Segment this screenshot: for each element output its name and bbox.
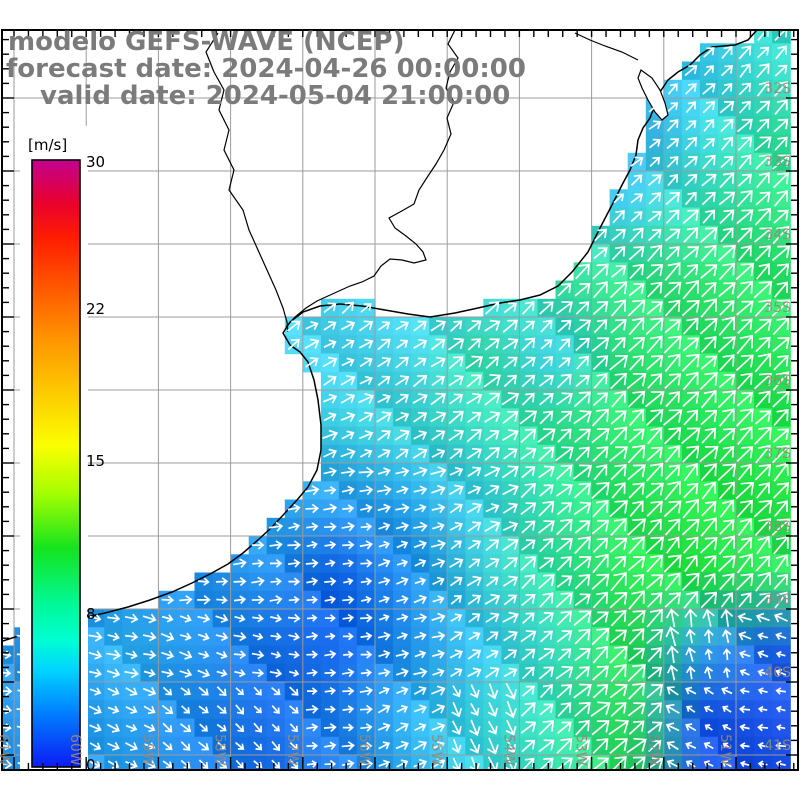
- colorbar-tick-label: 15: [86, 452, 105, 470]
- title-model-line: modelo GEFS-WAVE (NCEP): [8, 27, 404, 57]
- colorbar-gradient-bar: [31, 159, 81, 768]
- latitude-label: 39S: [764, 592, 791, 608]
- coastline-and-rivers: [2, 30, 758, 643]
- latitude-label: 32S: [764, 81, 791, 97]
- longitude-label: 56W: [356, 734, 372, 766]
- longitude-label: 51W: [717, 734, 733, 766]
- colorbar-tick-labels: 30 22 15 8 0: [86, 153, 105, 774]
- title-valid-date-line: valid date: 2024-05-04 21:00:00: [40, 81, 510, 111]
- longitude-label: 53W: [573, 734, 589, 766]
- title-block: modelo GEFS-WAVE (NCEP) forecast date: 2…: [6, 27, 526, 111]
- coastal-lagoon: [637, 69, 669, 121]
- latitude-label: 33S: [764, 154, 791, 170]
- longitude-label: 54W: [500, 734, 516, 766]
- river-line: [205, 32, 289, 333]
- longitude-label: 61W: [0, 734, 11, 766]
- longitude-label: 60W: [67, 734, 83, 766]
- colorbar-tick-label: 0: [86, 756, 96, 774]
- longitude-label: 52W: [645, 734, 661, 766]
- latitude-label: 35S: [764, 300, 791, 316]
- title-forecast-date-line: forecast date: 2024-04-26 00:00:00: [6, 54, 526, 84]
- colorbar-unit-label: [m/s]: [28, 136, 67, 154]
- river-line: [574, 32, 639, 61]
- latitude-label: 36S: [764, 373, 791, 389]
- latitude-label: 41S: [764, 738, 791, 754]
- graticule-grid-lines: [2, 30, 798, 770]
- axis-tick-marks: [2, 30, 798, 770]
- longitude-label: 58W: [212, 734, 228, 766]
- colorbar-tick-label: 22: [86, 300, 105, 318]
- longitude-label: 57W: [284, 734, 300, 766]
- latitude-label: 40S: [764, 665, 791, 681]
- colorbar-tick-label: 8: [86, 605, 96, 623]
- coastline: [2, 30, 758, 643]
- longitude-label: 59W: [139, 734, 155, 766]
- longitude-label: 55W: [428, 734, 444, 766]
- river-line: [285, 30, 459, 328]
- latitude-label: 37S: [764, 446, 791, 462]
- latitude-label: 38S: [764, 519, 791, 535]
- colorbar-tick-label: 30: [86, 153, 105, 171]
- map-frame-border: [1, 29, 799, 771]
- axis-labels: 61W 60W 59W 58W 57W 56W 55W 54W 53W 52W 51W 32S 33S 3…: [0, 81, 791, 766]
- colorbar: [m/s] 30 22 15 8 0: [20, 126, 105, 774]
- latitude-label: 34S: [764, 227, 791, 243]
